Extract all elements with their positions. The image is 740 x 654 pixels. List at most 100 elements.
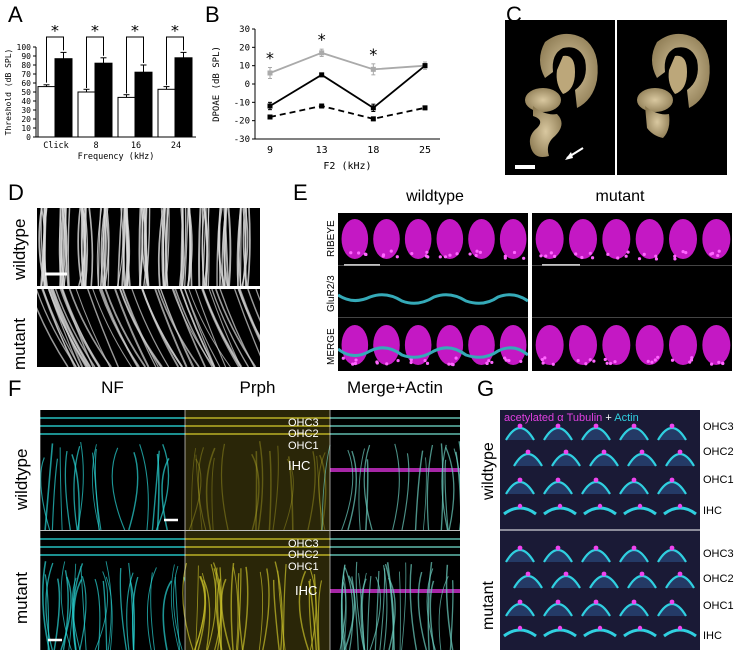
hair-cell-nucleus: [569, 325, 597, 365]
glur-signal: [338, 293, 528, 305]
neurite: [351, 576, 359, 650]
neurite: [139, 444, 149, 531]
panel-label-g: G: [477, 376, 495, 401]
neurite: [401, 562, 407, 650]
kinocilium: [669, 599, 675, 605]
stereocilia-strand: [145, 208, 151, 286]
neurite: [44, 443, 54, 531]
hair-cell-nucleus: [436, 325, 464, 365]
y-tick-label: 0: [245, 80, 250, 90]
e-ribeye-label: RIBEYE: [326, 220, 337, 257]
neurite: [283, 458, 294, 531]
neurite: [319, 454, 327, 531]
neurite: [146, 567, 157, 650]
hair-cell-nucleus: [341, 325, 369, 365]
kinocilium: [593, 423, 599, 429]
neurite: [174, 576, 181, 650]
data-point: [319, 103, 325, 109]
kinocilium: [593, 545, 599, 551]
ribbon-dot: [395, 255, 399, 259]
x-tick-label: 18: [367, 145, 379, 156]
neurite: [440, 443, 444, 531]
stereocilia-strand: [131, 289, 170, 367]
ribbon-dot: [507, 358, 511, 363]
ribbon-dot: [588, 358, 592, 362]
significance-bracket: [126, 36, 144, 94]
ribbon-dot: [684, 250, 688, 255]
y-axis-label: DPOAE (dB SPL): [212, 46, 222, 122]
significance-star: *: [369, 45, 379, 64]
ribbon-dot: [455, 252, 459, 256]
ribbon-dot: [468, 252, 472, 256]
neurite: [379, 568, 386, 650]
stereocilia-strand: [63, 208, 68, 286]
neurite: [363, 444, 373, 531]
x-tick-label: 24: [171, 141, 181, 151]
ribbon-dot: [605, 361, 609, 365]
f-ihc-bottom: IHC: [295, 583, 318, 598]
stereocilia-strand: [87, 289, 119, 367]
ribbon-dot: [409, 357, 413, 362]
hair-cell-nucleus: [535, 219, 564, 259]
ribbon-dot: [503, 254, 507, 258]
ribbon-dot: [522, 256, 526, 260]
hair-cell-nucleus: [499, 219, 527, 259]
data-point: [267, 70, 273, 76]
f-ohc1-top: OHC1: [288, 440, 319, 452]
ribbon-dot: [637, 257, 642, 261]
kinocilium: [517, 545, 523, 551]
kinocilium: [669, 545, 675, 551]
neurite: [426, 568, 436, 650]
kinocilium: [669, 477, 675, 483]
neurite: [105, 576, 113, 650]
bar: [37, 86, 56, 138]
kinocilium: [601, 571, 607, 577]
neurite: [340, 575, 345, 650]
y-tick-label: 70: [21, 70, 31, 79]
significance-bracket: [46, 36, 64, 83]
ribbon-dot: [717, 360, 721, 364]
g-ohc2-bottom: OHC2: [703, 573, 734, 585]
neurite: [308, 580, 318, 650]
y-tick-label: 10: [21, 124, 31, 133]
stereocilia-strand: [92, 289, 133, 367]
ribbon-dot: [389, 249, 393, 253]
data-point: [267, 114, 273, 120]
hair-cell-nucleus: [602, 325, 631, 365]
hair-cell-nucleus: [569, 219, 597, 259]
neurite: [426, 444, 434, 531]
neurite: [188, 458, 202, 531]
ribbon-dot: [487, 359, 491, 363]
neurite: [68, 563, 77, 650]
ribbon-dot: [357, 251, 361, 255]
neurite: [41, 561, 51, 650]
stereocilia-strand: [160, 289, 195, 367]
neurite: [355, 561, 365, 650]
kinocilium: [555, 477, 561, 483]
bar: [117, 96, 136, 138]
neurite: [262, 568, 270, 650]
stereocilia-strand: [40, 208, 46, 286]
stereocilia-strand: [37, 307, 69, 367]
ribbon-dot: [642, 252, 646, 256]
neurite: [444, 459, 449, 531]
ribbon-dot: [504, 358, 508, 362]
kinocilium: [631, 599, 637, 605]
neurite: [241, 566, 249, 650]
ribbon-dot: [574, 252, 578, 256]
ribbon-dot: [670, 358, 675, 362]
kinocilium: [517, 599, 523, 605]
neurite: [155, 444, 170, 531]
ribbon-dot: [650, 360, 654, 364]
ribbon-dot: [454, 356, 458, 360]
y-tick-label: 80: [21, 61, 31, 70]
ribbon-dot: [613, 360, 617, 364]
f-wildtype-label: wildtype: [12, 448, 31, 510]
stereocilia-strand: [246, 208, 251, 286]
f-ohc3-bottom: OHC3: [288, 538, 319, 550]
f-ohc2-top: OHC2: [288, 428, 319, 440]
ribbon-dot: [646, 359, 650, 363]
f-tile: [40, 410, 185, 531]
stereocilia-strand: [215, 289, 257, 367]
